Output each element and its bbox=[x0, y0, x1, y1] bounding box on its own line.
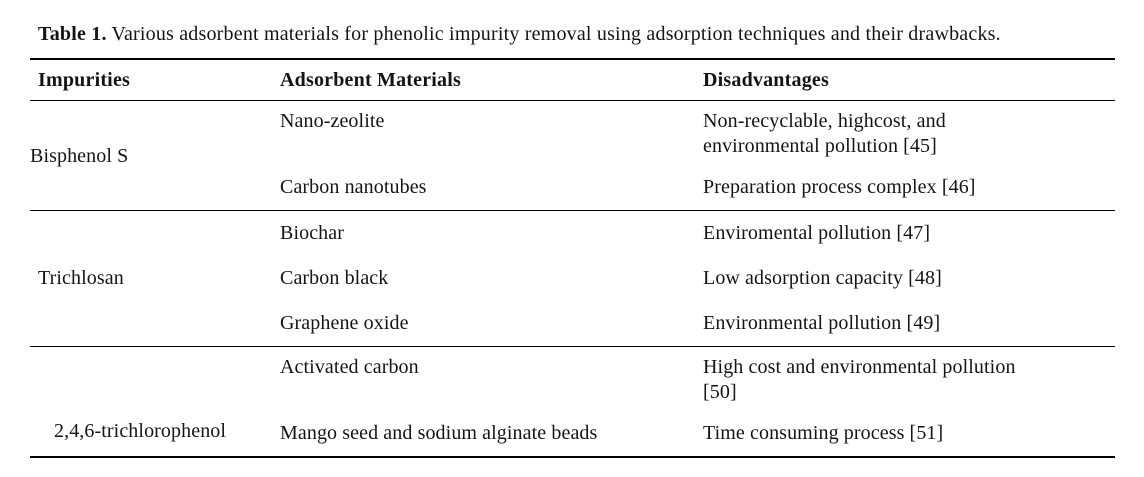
col-header-impurities: Impurities bbox=[30, 59, 280, 101]
table-row: Trichlosan Biochar Enviromental pollution … bbox=[30, 210, 1115, 347]
caption-label: Table 1. bbox=[38, 23, 107, 45]
material-cell: Mango seed and sodium alginate beads bbox=[280, 422, 598, 444]
material-cell: Nano-zeolite bbox=[280, 110, 385, 132]
disadvantage-cell: High cost and environmental pollution [5… bbox=[703, 347, 1115, 412]
impurity-cell: 2,4,6-trichlorophenol bbox=[54, 420, 227, 442]
material-cell: Activated carbon bbox=[280, 356, 419, 378]
table-row: Graphene oxide Environmental pollution [4… bbox=[30, 301, 1115, 347]
disadvantage-text: High cost and environmental pollution [5… bbox=[703, 356, 1016, 403]
material-cell: Graphene oxide bbox=[280, 301, 703, 347]
disadvantage-cell: Non-recyclable, highcost, and environmen… bbox=[703, 101, 1115, 166]
table-body: Bisphenol S Nano-zeolite Non-recyclable, h… bbox=[30, 100, 1115, 458]
disadvantage-text: Low adsorption capacity [48] bbox=[703, 267, 942, 289]
disadvantage-cell: Enviromental pollution [47] bbox=[703, 211, 1115, 257]
disadvantage-text: Enviromental pollution [47] bbox=[703, 222, 931, 244]
header-row: Impurities Adsorbent Materials Disadvant… bbox=[30, 59, 1115, 101]
disadvantage-cell: Time consuming process [51] bbox=[703, 411, 1115, 457]
adsorbents-table: Impurities Adsorbent Materials Disadvant… bbox=[30, 58, 1115, 458]
material-cell: Biochar bbox=[280, 222, 345, 244]
disadvantage-cell: Preparation process complex [46] bbox=[703, 165, 1115, 211]
table-row: Mango seed and sodium alginate beads Time… bbox=[30, 411, 1115, 457]
table-caption: Table 1. Various adsorbent materials for… bbox=[38, 20, 1115, 48]
disadvantage-cell: Low adsorption capacity [48] bbox=[703, 256, 1115, 301]
document-page: Table 1. Various adsorbent materials for… bbox=[30, 20, 1115, 458]
table-row: Carbon black Low adsorption capacity [48] bbox=[30, 256, 1115, 301]
disadvantage-text: Preparation process complex [46] bbox=[703, 176, 976, 198]
caption-text: Various adsorbent materials for phenolic… bbox=[111, 23, 1001, 45]
disadvantage-text: Non-recyclable, highcost, and environmen… bbox=[703, 110, 946, 157]
table-header: Impurities Adsorbent Materials Disadvant… bbox=[30, 59, 1115, 101]
table-row: Carbon nanotubes Preparation process comp… bbox=[30, 165, 1115, 211]
col-header-adsorbent-materials: Adsorbent Materials bbox=[280, 59, 703, 101]
disadvantage-text: Environmental pollution [49] bbox=[703, 312, 941, 334]
impurity-cell: Trichlosan bbox=[30, 210, 280, 347]
col-header-disadvantages: Disadvantages bbox=[703, 59, 1115, 101]
material-cell: Carbon black bbox=[280, 267, 389, 289]
material-cell: Carbon nanotubes bbox=[280, 165, 703, 211]
table-row: 2,4,6-trichlorophenol Activated carbon Hig… bbox=[30, 347, 1115, 442]
disadvantage-text: Time consuming process [51] bbox=[703, 422, 944, 444]
disadvantage-cell: Environmental pollution [49] bbox=[703, 301, 1115, 347]
table-row: Bisphenol S Nano-zeolite Non-recyclable, h… bbox=[30, 100, 1115, 211]
impurity-cell: Bisphenol S bbox=[30, 100, 280, 211]
